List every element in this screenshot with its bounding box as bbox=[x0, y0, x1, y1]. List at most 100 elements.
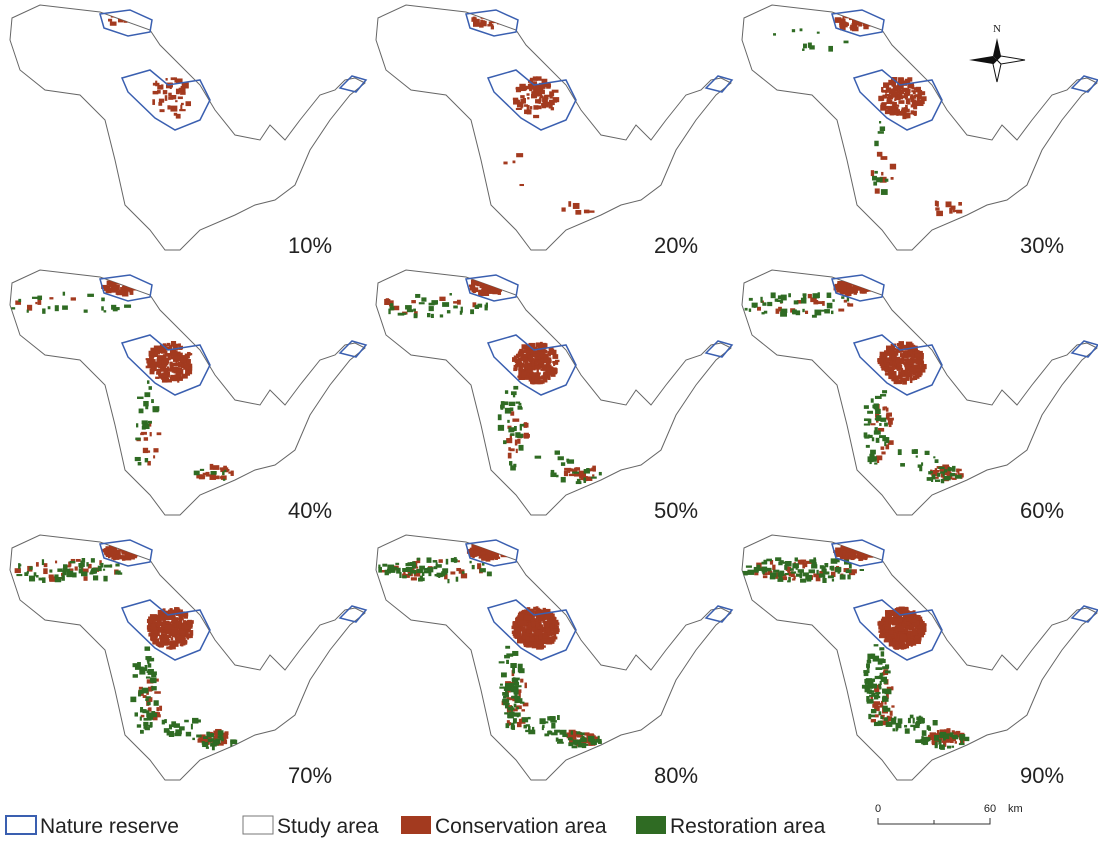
restoration-patch bbox=[580, 732, 584, 735]
conservation-patch bbox=[862, 549, 865, 553]
conservation-patch bbox=[171, 341, 176, 347]
restoration-patch bbox=[510, 433, 514, 436]
restoration-patch bbox=[81, 572, 88, 577]
conservation-patch bbox=[863, 547, 869, 551]
restoration-patch bbox=[790, 568, 794, 571]
conservation-patch bbox=[912, 630, 916, 636]
restoration-patch bbox=[927, 477, 932, 481]
conservation-patch bbox=[904, 619, 907, 623]
conservation-patch bbox=[859, 281, 863, 285]
restoration-patch bbox=[49, 569, 52, 572]
restoration-patch bbox=[505, 689, 508, 695]
conservation-patch bbox=[900, 353, 904, 357]
conservation-patch bbox=[843, 550, 846, 555]
conservation-patch bbox=[501, 548, 508, 550]
conservation-patch bbox=[844, 300, 847, 303]
restoration-patch bbox=[879, 121, 881, 123]
conservation-patch bbox=[155, 367, 157, 371]
restoration-patch bbox=[518, 407, 523, 409]
conservation-patch bbox=[186, 101, 192, 106]
conservation-patch bbox=[856, 281, 858, 283]
conservation-patch bbox=[854, 544, 860, 547]
conservation-patch bbox=[133, 17, 138, 21]
conservation-patch bbox=[863, 24, 868, 29]
map-panel: 30% bbox=[742, 5, 1098, 258]
conservation-patch bbox=[147, 629, 150, 632]
conservation-patch bbox=[515, 440, 518, 446]
conservation-patch bbox=[156, 371, 160, 374]
conservation-patch bbox=[852, 545, 858, 551]
conservation-patch bbox=[527, 93, 530, 95]
restoration-patch bbox=[846, 569, 852, 573]
conservation-patch bbox=[542, 634, 547, 639]
restoration-patch bbox=[882, 697, 885, 701]
restoration-patch bbox=[883, 680, 887, 684]
conservation-patch bbox=[866, 20, 868, 24]
conservation-patch bbox=[894, 109, 900, 112]
conservation-patch bbox=[946, 201, 952, 207]
conservation-patch bbox=[181, 358, 186, 363]
conservation-patch bbox=[955, 210, 957, 212]
restoration-patch bbox=[508, 427, 514, 432]
restoration-patch bbox=[875, 696, 880, 698]
conservation-patch bbox=[889, 610, 894, 614]
conservation-patch bbox=[526, 636, 530, 642]
conservation-patch bbox=[187, 352, 191, 356]
conservation-patch bbox=[115, 278, 119, 283]
restoration-patch bbox=[577, 479, 581, 484]
restoration-patch bbox=[868, 680, 873, 686]
restoration-patch bbox=[866, 663, 870, 667]
restoration-patch bbox=[873, 182, 877, 186]
conservation-patch bbox=[898, 619, 903, 622]
conservation-patch bbox=[501, 19, 504, 21]
conservation-patch bbox=[179, 109, 185, 111]
restoration-patch bbox=[910, 715, 914, 719]
conservation-patch bbox=[935, 207, 939, 210]
conservation-patch bbox=[522, 633, 526, 635]
restoration-patch bbox=[184, 720, 189, 723]
conservation-patch bbox=[156, 679, 159, 682]
conservation-patch bbox=[172, 370, 174, 373]
restoration-patch bbox=[935, 741, 938, 746]
conservation-patch bbox=[501, 550, 506, 553]
scale-label: 60 bbox=[984, 803, 996, 815]
conservation-patch bbox=[484, 545, 490, 548]
conservation-patch bbox=[905, 109, 910, 113]
restoration-patch bbox=[145, 424, 149, 429]
conservation-patch bbox=[473, 19, 479, 23]
conservation-patch bbox=[206, 472, 210, 477]
conservation-patch bbox=[519, 184, 524, 186]
conservation-patch bbox=[544, 623, 549, 627]
conservation-patch bbox=[856, 278, 859, 282]
conservation-patch bbox=[126, 280, 130, 283]
restoration-patch bbox=[500, 684, 503, 686]
conservation-patch bbox=[124, 545, 127, 549]
scale-label: 0 bbox=[875, 803, 881, 815]
restoration-patch bbox=[192, 718, 198, 724]
restoration-patch bbox=[436, 562, 438, 565]
map-panel: 50% bbox=[376, 270, 732, 523]
restoration-patch bbox=[584, 469, 590, 474]
conservation-patch bbox=[152, 624, 156, 628]
restoration-patch bbox=[802, 309, 804, 312]
conservation-patch bbox=[119, 544, 126, 549]
restoration-patch bbox=[395, 563, 399, 565]
conservation-patch bbox=[584, 210, 589, 214]
restoration-patch bbox=[840, 574, 846, 579]
restoration-patch bbox=[196, 735, 201, 738]
restoration-patch bbox=[149, 386, 152, 390]
conservation-patch bbox=[496, 284, 499, 287]
restoration-patch bbox=[419, 302, 425, 304]
conservation-patch bbox=[533, 115, 539, 118]
restoration-patch bbox=[86, 562, 88, 566]
restoration-patch bbox=[151, 686, 156, 690]
conservation-patch bbox=[802, 564, 805, 569]
conservation-patch bbox=[220, 476, 225, 479]
conservation-patch bbox=[512, 418, 519, 421]
conservation-patch bbox=[109, 283, 112, 287]
restoration-patch bbox=[504, 695, 509, 697]
conservation-patch bbox=[865, 18, 871, 23]
restoration-patch bbox=[822, 566, 825, 569]
restoration-patch bbox=[893, 728, 896, 731]
conservation-patch bbox=[148, 616, 153, 621]
